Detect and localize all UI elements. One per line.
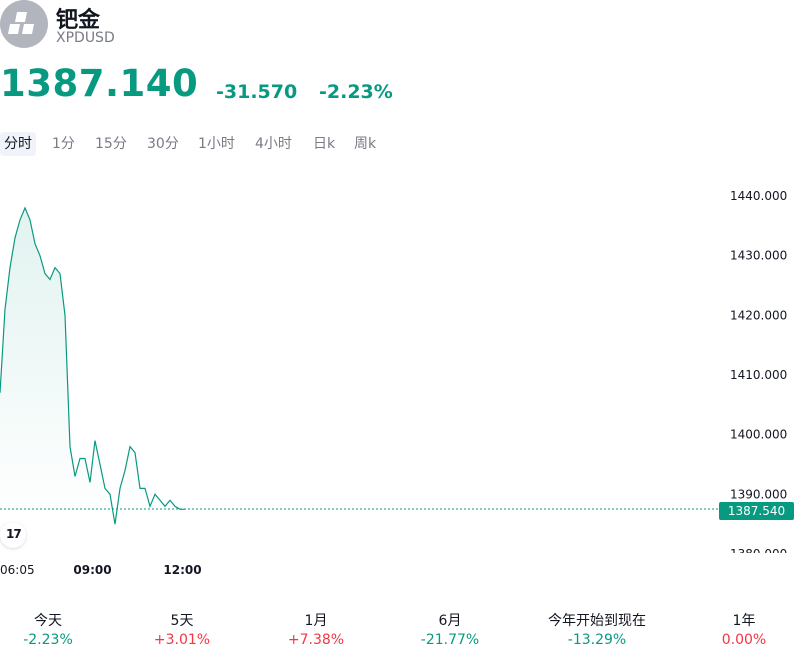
palladium-logo [0, 0, 48, 48]
tab-intraday[interactable]: 分时 [0, 132, 36, 156]
price-change-percent: -2.23% [319, 81, 393, 103]
x-tick-label: 06:05 [0, 563, 35, 577]
period-value: +3.01% [153, 632, 211, 648]
period-5day[interactable]: 5天 +3.01% [122, 610, 242, 648]
tab-daily[interactable]: 日k [313, 136, 336, 152]
period-label: 今年开始到现在 [548, 613, 646, 629]
period-value: -21.77% [420, 632, 480, 648]
instrument-title: 钯金 [56, 8, 101, 33]
tab-1min[interactable]: 1分 [52, 136, 75, 152]
tradingview-icon: 17 [6, 527, 22, 541]
y-tick-label: 1420.000 [730, 308, 787, 322]
period-value: +7.38% [287, 632, 345, 648]
period-1month[interactable]: 1月 +7.38% [256, 610, 376, 648]
performance-periods: 今天 -2.23% 5天 +3.01% 1月 +7.38% 6月 -21.77%… [0, 610, 800, 650]
period-label: 1年 [732, 613, 756, 629]
period-label: 今天 [34, 613, 62, 629]
y-tick-label: 1440.000 [730, 189, 787, 203]
tab-4hour[interactable]: 4小时 [255, 136, 292, 152]
x-tick-label: 09:00 [73, 563, 111, 577]
metal-bars-icon [8, 12, 34, 34]
period-label: 6月 [438, 613, 462, 629]
tab-30min[interactable]: 30分 [147, 136, 179, 152]
y-tick-label: 1410.000 [730, 368, 787, 382]
period-value: 0.00% [721, 632, 767, 648]
tab-15min[interactable]: 15分 [95, 136, 127, 152]
period-6month[interactable]: 6月 -21.77% [390, 610, 510, 648]
period-label: 5天 [170, 613, 194, 629]
y-tick-label: 1400.000 [730, 428, 787, 442]
instrument-symbol: XPDUSD [56, 30, 115, 46]
tab-1hour[interactable]: 1小时 [198, 136, 235, 152]
price-chart[interactable]: 1440.000 1430.000 1420.000 1410.000 1400.000… [0, 160, 800, 590]
axis-mask [720, 553, 800, 573]
price-area-fill [0, 207, 185, 525]
price-series-line [0, 206, 185, 525]
period-value: -13.29% [567, 632, 627, 648]
y-tick-label: 1390.000 [730, 487, 787, 501]
tradingview-logo[interactable]: 17 [0, 522, 26, 548]
period-value: -2.23% [23, 632, 73, 648]
period-label: 1月 [304, 613, 328, 629]
last-price: 1387.140 [0, 62, 199, 105]
period-1year[interactable]: 1年 0.00% [684, 610, 800, 648]
last-price-tag: 1387.540 [719, 502, 794, 520]
price-change: -31.570 [216, 81, 298, 103]
tab-weekly[interactable]: 周k [354, 136, 377, 152]
period-ytd[interactable]: 今年开始到现在 -13.29% [537, 610, 657, 648]
y-tick-label: 1430.000 [730, 249, 787, 263]
x-tick-label: 12:00 [163, 563, 201, 577]
period-today[interactable]: 今天 -2.23% [0, 610, 108, 648]
